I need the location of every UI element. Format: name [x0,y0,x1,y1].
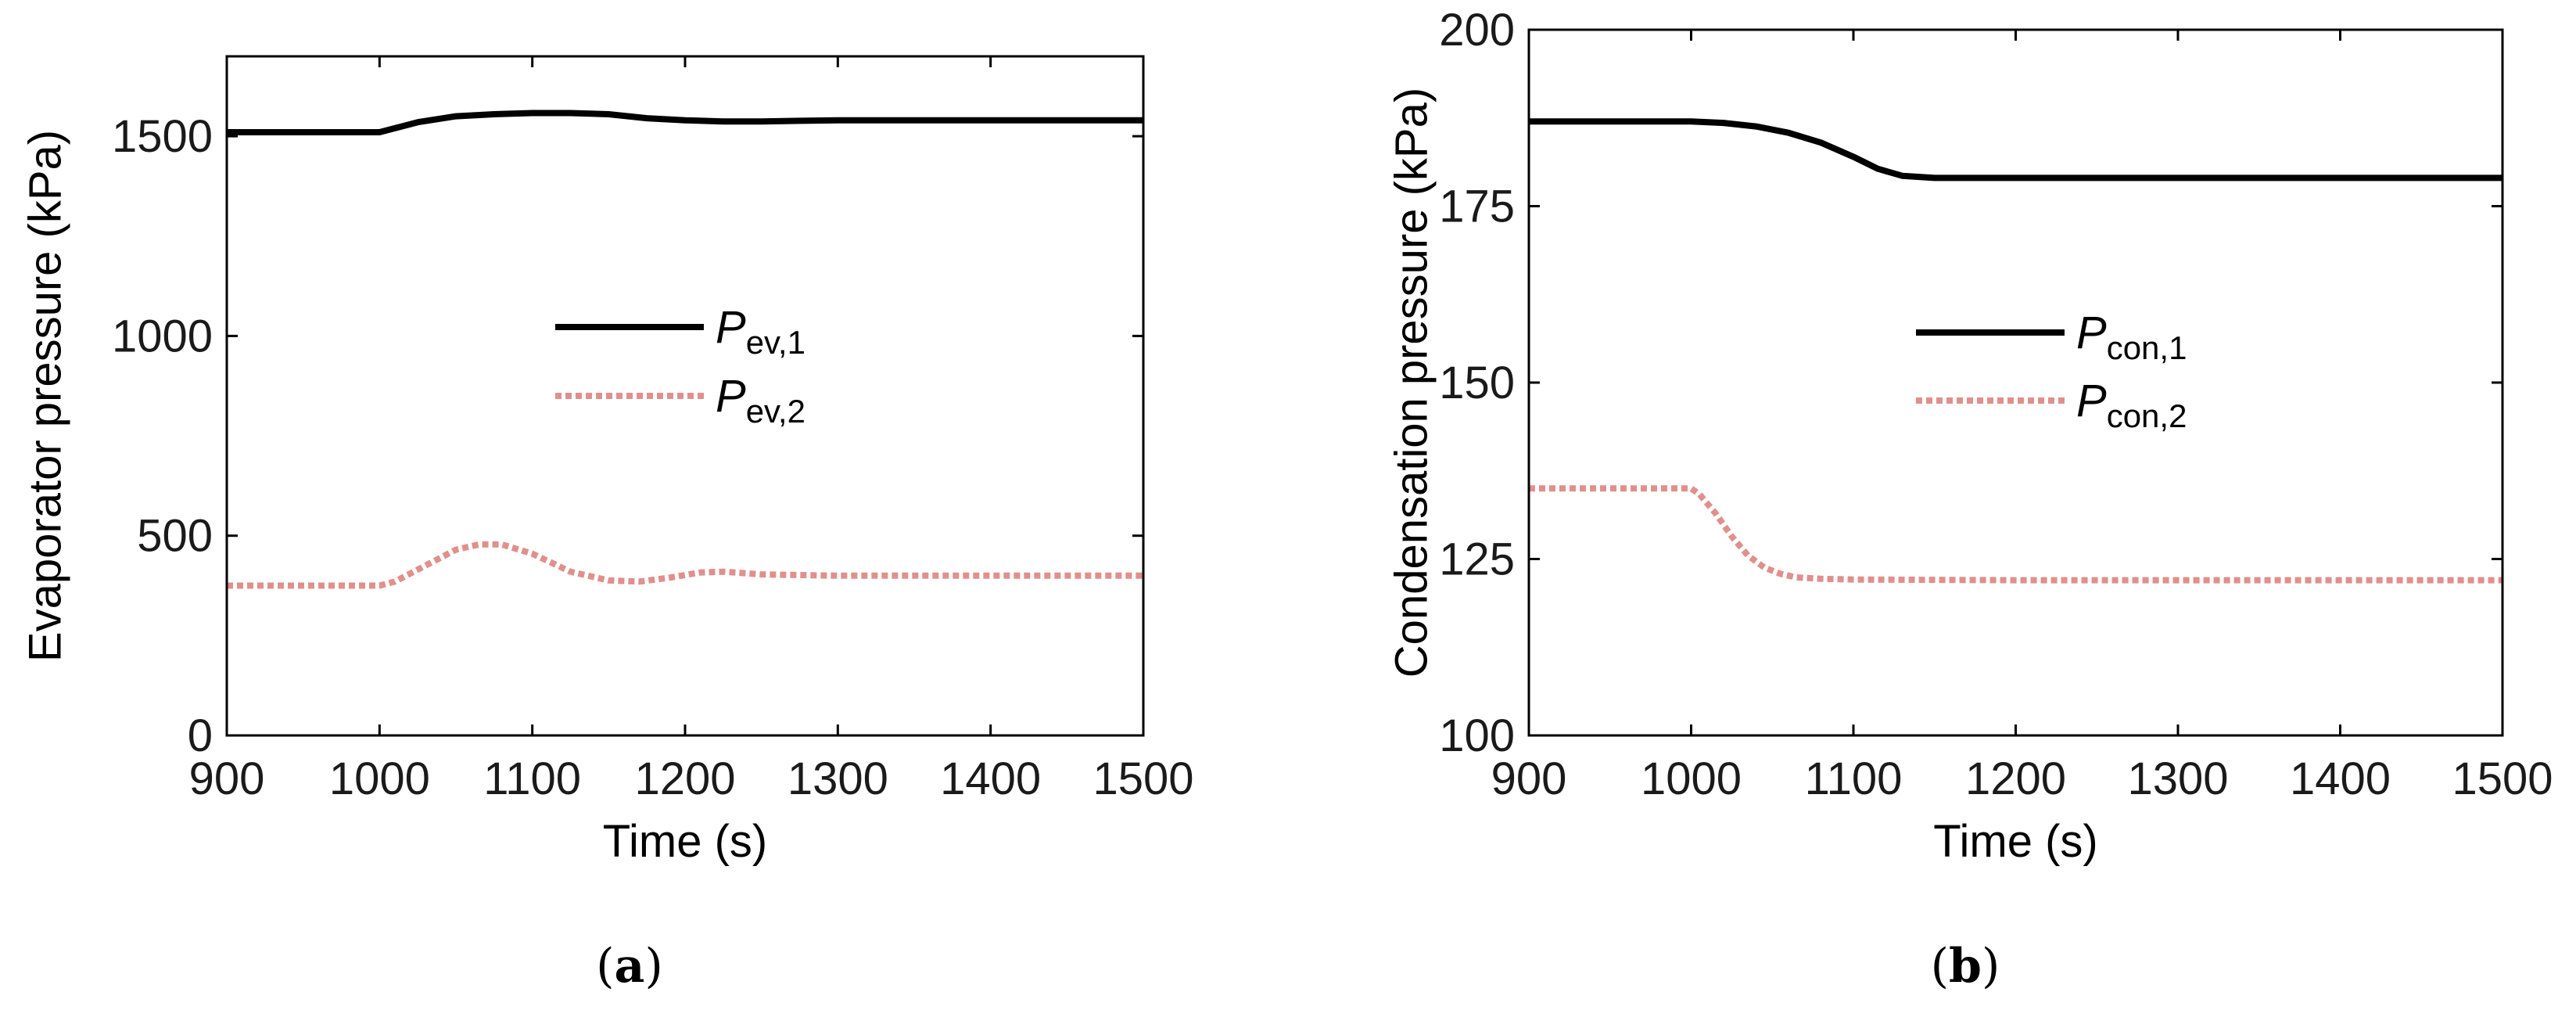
panel-caption: (b) [1931,939,2000,994]
x-tick-label: 1100 [1805,753,1903,804]
x-tick-label: 1400 [2290,753,2391,804]
x-tick-label: 1300 [2127,753,2228,804]
plot-area-frame [225,55,1145,737]
y-tick-label: 200 [1439,5,1515,56]
y-tick-label: 1000 [112,311,213,361]
x-tick-label: 1000 [329,753,430,804]
y-tick-label: 100 [1439,710,1515,761]
x-tick-label: 1200 [1965,753,2066,804]
y-tick-label: 500 [137,511,213,562]
y-tick-label: 1500 [112,111,213,162]
series-line-ev-2 [227,541,1143,589]
x-tick-label: 1200 [634,753,735,804]
legend-label: Pev,2 [716,371,805,430]
y-tick-label: 175 [1439,182,1515,232]
x-tick-label: 1100 [483,753,581,804]
legend-label: Pcon,1 [2076,307,2187,366]
series-line-con-2 [1529,485,2502,584]
y-tick-label: 0 [188,710,213,761]
series-line-ev-1 [227,110,1143,135]
series-line-con-1 [1529,118,2502,182]
legend-label: Pev,1 [716,302,805,361]
legend: Pev,1 Pev,2 [555,302,805,430]
y-tick-label: 150 [1439,358,1515,408]
x-tick-label: 1300 [788,753,888,804]
y-axis-label: Evaporator pressure (kPa) [20,130,71,662]
y-tick-label: 125 [1439,534,1515,585]
x-tick-label: 900 [189,753,265,804]
x-tick-label: 900 [1491,753,1567,804]
x-tick-label: 1000 [1641,753,1742,804]
x-tick-label: 1500 [2452,753,2553,804]
legend-label: Pcon,2 [2076,376,2187,434]
x-tick-label: 1500 [1092,753,1193,804]
chart-panel-a: 900 1000 1100 1200 1300 1400 1500 0 500 1000 1500 T… [20,55,1194,994]
chart-panel-b: 900 1000 1100 1200 1300 1400 1500 100 125 150 175 2… [1387,5,2553,994]
legend: Pcon,1 Pcon,2 [1916,307,2187,434]
x-axis-label: Time (s) [603,816,767,867]
x-axis-label: Time (s) [1933,816,2097,867]
x-tick-label: 1400 [940,753,1041,804]
panel-caption: (a) [596,939,663,994]
y-axis-label: Condensation pressure (kPa) [1387,88,1437,678]
plot-area-frame [1527,28,2504,737]
